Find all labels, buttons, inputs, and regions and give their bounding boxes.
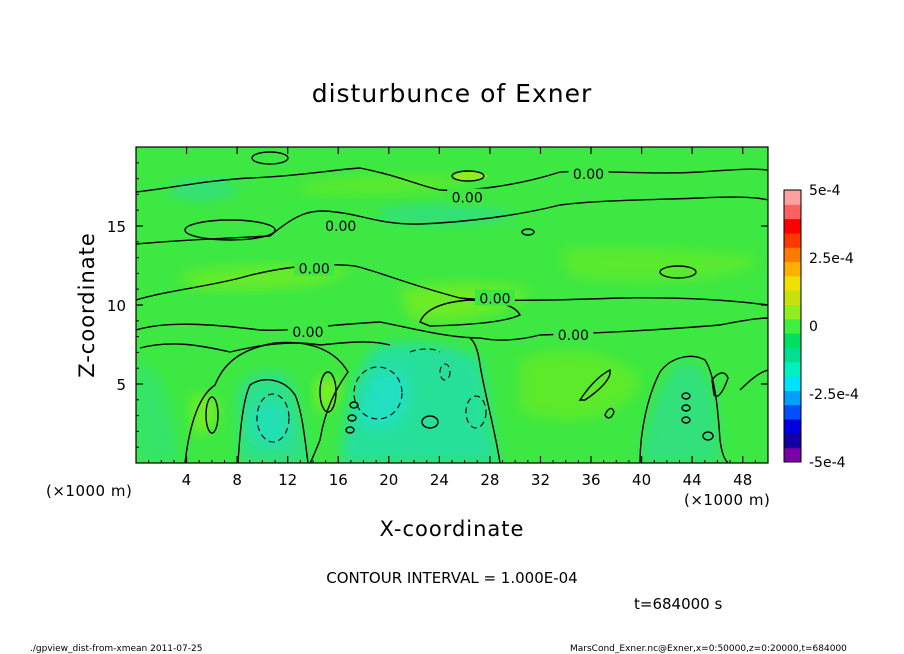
x-tick-label: 8 bbox=[232, 471, 242, 489]
y-axis: 5 10 15 bbox=[107, 162, 768, 448]
colorbar-segment bbox=[784, 290, 801, 306]
x-tick-label: 20 bbox=[379, 471, 398, 489]
colorbar-segment bbox=[784, 304, 801, 320]
contour-label-bg bbox=[320, 217, 361, 233]
contour-label-bg bbox=[474, 289, 515, 306]
x-tick-label: 36 bbox=[581, 471, 600, 489]
colorbar-segment bbox=[784, 275, 801, 291]
colorbar-segment bbox=[784, 419, 801, 434]
contour-label: 0.00 bbox=[573, 167, 604, 183]
contour-label-bg bbox=[294, 259, 335, 276]
footer-left: ./gpview_dist-from-xmean 2011-07-25 bbox=[30, 644, 202, 654]
colorbar-segment bbox=[784, 376, 801, 391]
colorbar-tick-label: -2.5e-4 bbox=[809, 387, 859, 403]
contour-label: 0.00 bbox=[452, 191, 483, 207]
x-axis: 4 8 12 16 20 24 28 32 36 40 44 48 bbox=[148, 147, 756, 489]
contour-labels: 0.00 0.00 0.00 0.00 0.00 0.00 0.00 bbox=[287, 164, 609, 344]
colorbar-segment bbox=[784, 433, 801, 449]
colorbar-tick-label: 5e-4 bbox=[809, 183, 841, 199]
y-tick-label: 5 bbox=[116, 376, 126, 394]
contour-label: 0.00 bbox=[558, 328, 589, 344]
colorbar-segment bbox=[784, 390, 801, 406]
colorbar-segment bbox=[784, 204, 801, 220]
colorbar-segment bbox=[784, 447, 801, 463]
contour-label: 0.00 bbox=[299, 262, 330, 278]
contour-lines bbox=[136, 151, 768, 463]
x-unit-left: (×1000 m) bbox=[46, 482, 132, 500]
x-tick-label: 44 bbox=[683, 471, 702, 489]
x-tick-label: 32 bbox=[531, 471, 550, 489]
chart-title: disturbunce of Exner bbox=[312, 79, 593, 108]
x-tick-label: 24 bbox=[430, 471, 449, 489]
colorbar-segment bbox=[784, 347, 801, 363]
x-tick-label: 48 bbox=[733, 471, 752, 489]
x-unit-right: (×1000 m) bbox=[684, 491, 770, 509]
colorbar-segment bbox=[784, 333, 801, 348]
negative-contours bbox=[256, 348, 487, 443]
y-tick-label: 15 bbox=[107, 218, 126, 236]
contour-label-bg bbox=[553, 326, 594, 343]
y-axis-title: Z-coordinate bbox=[75, 232, 99, 378]
colorbar-tick-label: -5e-4 bbox=[809, 455, 846, 471]
x-tick-label: 28 bbox=[480, 471, 499, 489]
colorbar-segment bbox=[784, 218, 801, 234]
colorbar: 5e-4 2.5e-4 0 -2.5e-4 -5e-4 bbox=[783, 183, 859, 471]
x-tick-label: 12 bbox=[278, 471, 297, 489]
x-axis-title: X-coordinate bbox=[380, 517, 525, 541]
colorbar-segment bbox=[784, 404, 801, 420]
colorbar-segment bbox=[784, 261, 801, 277]
colorbar-segment bbox=[784, 190, 801, 205]
y-tick-label: 10 bbox=[107, 297, 126, 315]
contour-label-bg bbox=[287, 322, 328, 339]
colorbar-frame bbox=[783, 189, 802, 463]
contour-label: 0.00 bbox=[479, 292, 510, 308]
colorbar-tick-label: 2.5e-4 bbox=[809, 251, 854, 267]
colorbar-segment bbox=[784, 361, 801, 377]
contour-label: 0.00 bbox=[325, 219, 356, 235]
contour-label-bg bbox=[568, 164, 609, 181]
contour-label-bg bbox=[447, 188, 488, 205]
contour-label: 0.00 bbox=[292, 325, 323, 341]
footer-right: MarsCond_Exner.nc@Exner,x=0:50000,z=0:20… bbox=[570, 644, 847, 654]
colorbar-segment bbox=[784, 318, 801, 334]
x-tick-label: 40 bbox=[632, 471, 651, 489]
colorbar-segment bbox=[784, 232, 801, 248]
colorbar-tick-label: 0 bbox=[809, 319, 818, 335]
colorbar-segment bbox=[784, 247, 801, 263]
time-text: t=684000 s bbox=[634, 595, 722, 613]
x-tick-label: 4 bbox=[182, 471, 192, 489]
field-shading bbox=[136, 171, 760, 463]
x-tick-label: 16 bbox=[329, 471, 348, 489]
contour-interval-text: CONTOUR INTERVAL = 1.000E-04 bbox=[326, 569, 577, 587]
